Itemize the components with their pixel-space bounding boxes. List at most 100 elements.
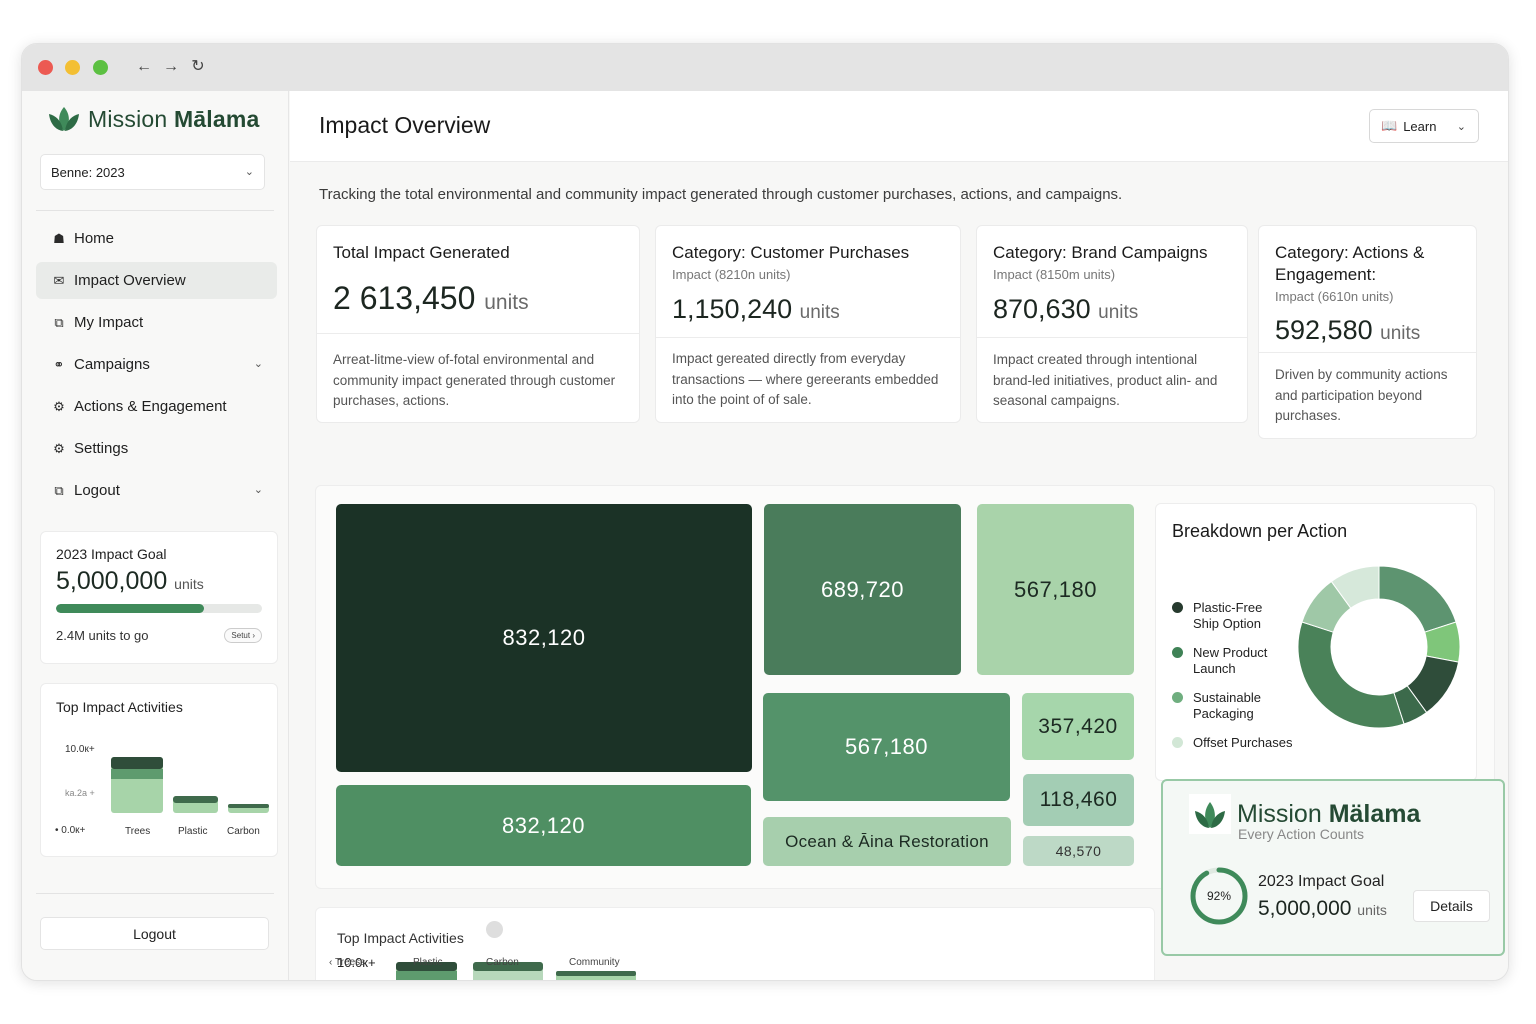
sidebar-item-campaigns[interactable]: ⚭ Campaigns ⌄ — [36, 346, 277, 383]
goal-progress-bar — [56, 604, 262, 613]
y-tick-label: 10.0к+ — [337, 955, 376, 970]
chevron-down-icon[interactable]: ⌄ — [253, 358, 263, 370]
logout-icon: ⧉ — [54, 482, 64, 498]
year-select[interactable]: Benne: 2023 ⌄ — [40, 154, 265, 190]
brand-name: Mission Mālama — [88, 105, 260, 132]
sidebar-nav: ☗ Home ✉ Impact Overview ⧉ My Impact ⚭ C… — [36, 220, 277, 514]
promo-brand-name: Mission Mälama — [1237, 799, 1421, 828]
reload-icon[interactable]: ↻ — [191, 58, 205, 75]
back-arrow-icon[interactable]: ← — [136, 58, 152, 75]
sidebar-item-actions-engagement[interactable]: ⚙ Actions & Engagement — [36, 388, 277, 425]
sidebar-item-my-impact[interactable]: ⧉ My Impact — [36, 304, 277, 341]
goal-setup-button[interactable]: Setut › — [224, 628, 262, 643]
sidebar: Mission Mālama Benne: 2023 ⌄ ☗ Home ✉ Im… — [22, 91, 289, 980]
stat-title: Category: Brand Campaigns — [993, 243, 1208, 262]
breakdown-card: Breakdown per Action Plastic-Free Ship O… — [1155, 503, 1477, 781]
x-tick-label: Plastic — [413, 957, 443, 968]
minimize-window-button[interactable] — [65, 60, 80, 75]
page-header: Impact Overview 📖 Learn ⌄ — [290, 91, 1508, 162]
promo-goal-title: 2023 Impact Goal — [1258, 873, 1385, 890]
breakdown-legend: Plastic-Free Ship Option New Product Lau… — [1172, 600, 1312, 765]
stat-value: 2 613,450 units — [333, 280, 529, 316]
donut-slice[interactable] — [1330, 565, 1380, 609]
goal-percent: 92% — [1207, 889, 1231, 903]
treemap-tile[interactable]: 48,570 — [1023, 836, 1134, 866]
share-icon: ⧉ — [54, 314, 64, 330]
treemap-tile[interactable]: Ocean & Āina Restoration — [763, 817, 1011, 866]
maximize-window-button[interactable] — [93, 60, 108, 75]
leaf-logo-icon — [49, 107, 79, 131]
stat-value: 1,150,240 units — [672, 294, 840, 324]
book-icon: 📖 — [1381, 118, 1398, 133]
details-button[interactable]: Details — [1413, 890, 1490, 922]
stat-subtitle: Impact (8210n units) — [672, 267, 791, 282]
divider — [1259, 352, 1476, 353]
mail-icon: ✉ — [53, 272, 65, 288]
bar-trees-mid — [396, 971, 457, 980]
stat-card-actions-engagement: Category: Actions & Engagement: Impact (… — [1258, 225, 1477, 439]
impact-goal-card: 2023 Impact Goal 5,000,000 units 2.4M un… — [40, 531, 278, 664]
goal-progress-ring: 92% — [1190, 867, 1248, 925]
stat-subtitle: Impact (8150m units) — [993, 267, 1116, 282]
treemap-tile[interactable]: 118,460 — [1023, 774, 1134, 826]
bar-carbon-top — [556, 971, 636, 976]
gear-icon: ⚙ — [53, 398, 65, 414]
legend-swatch — [1172, 692, 1183, 703]
leaf-logo-icon — [1189, 794, 1231, 834]
goal-title: 2023 Impact Goal — [56, 546, 167, 562]
year-select-value: Benne: 2023 — [51, 165, 125, 180]
divider — [36, 210, 274, 211]
bottom-activities-title: Top Impact Activities — [337, 930, 464, 946]
bottom-activities-x-labels: ‹ Treess Plastic Carbon Community — [329, 957, 649, 973]
browser-window: ← → ↻ Mission Mālama Benne: 2023 ⌄ ☗ Hom… — [21, 43, 1509, 981]
page-subtitle: Tracking the total environmental and com… — [319, 186, 1123, 203]
x-tick-label: ‹ Treess — [329, 957, 366, 968]
gear-icon: ⚙ — [53, 440, 65, 456]
home-icon: ☗ — [53, 230, 65, 246]
divider — [36, 893, 274, 894]
stat-card-customer-purchases: Category: Customer Purchases Impact (821… — [655, 225, 961, 423]
donut-slice[interactable] — [1378, 565, 1457, 633]
promo-goal-value: 5,000,000 units — [1258, 897, 1387, 920]
legend-swatch — [1172, 647, 1183, 658]
treemap-tile[interactable]: 357,420 — [1022, 693, 1134, 760]
legend-item: Plastic-Free Ship Option — [1172, 600, 1312, 631]
stat-description: Driven by community actions and particip… — [1275, 367, 1448, 423]
legend-swatch — [1172, 602, 1183, 613]
logout-button[interactable]: Logout — [40, 917, 269, 950]
forward-arrow-icon[interactable]: → — [163, 58, 179, 75]
sidebar-item-home[interactable]: ☗ Home — [36, 220, 277, 257]
donut-slice[interactable] — [1297, 621, 1405, 729]
stat-title: Category: Actions & Engagement: — [1275, 243, 1425, 284]
promo-tagline: Every Action Counts — [1238, 826, 1365, 842]
bar-trees-top — [396, 962, 457, 971]
sidebar-item-impact-overview[interactable]: ✉ Impact Overview — [36, 262, 277, 299]
bar-carbon-top — [228, 804, 269, 808]
learn-dropdown-button[interactable]: 📖 Learn ⌄ — [1369, 109, 1479, 143]
close-window-button[interactable] — [38, 60, 53, 75]
stat-title: Category: Customer Purchases — [672, 243, 910, 262]
sidebar-item-settings[interactable]: ⚙ Settings — [36, 430, 277, 467]
stat-value: 870,630 units — [993, 294, 1139, 324]
y-tick-label: • 0.0к+ — [55, 825, 86, 836]
brand-logo[interactable]: Mission Mālama — [48, 105, 260, 133]
goal-progress-fill — [56, 604, 205, 613]
treemap-tile[interactable]: 689,720 — [764, 504, 961, 675]
treemap-tile[interactable]: 567,180 — [977, 504, 1134, 675]
chevron-down-icon: ⌄ — [244, 166, 254, 178]
treemap-tile[interactable]: 832,120 — [336, 504, 752, 772]
info-icon[interactable] — [486, 921, 503, 938]
legend-item: New Product Launch — [1172, 645, 1312, 676]
chevron-down-icon[interactable]: ⌄ — [253, 484, 263, 496]
mission-promo-card: Mission Mälama Every Action Counts 92% 2… — [1161, 779, 1505, 956]
legend-swatch — [1172, 737, 1183, 748]
treemap-tile[interactable]: 832,120 — [336, 785, 751, 866]
learn-label: Learn — [1403, 118, 1437, 134]
sidebar-item-label: Impact Overview — [74, 272, 186, 289]
sidebar-item-logout[interactable]: ⧉ Logout ⌄ — [36, 472, 277, 509]
x-tick-label: Trees — [125, 826, 150, 837]
sidebar-item-label: Home — [74, 230, 115, 247]
divider — [317, 333, 639, 334]
treemap-tile[interactable]: 567,180 — [763, 693, 1010, 801]
chevron-down-icon: ⌄ — [1456, 120, 1466, 133]
